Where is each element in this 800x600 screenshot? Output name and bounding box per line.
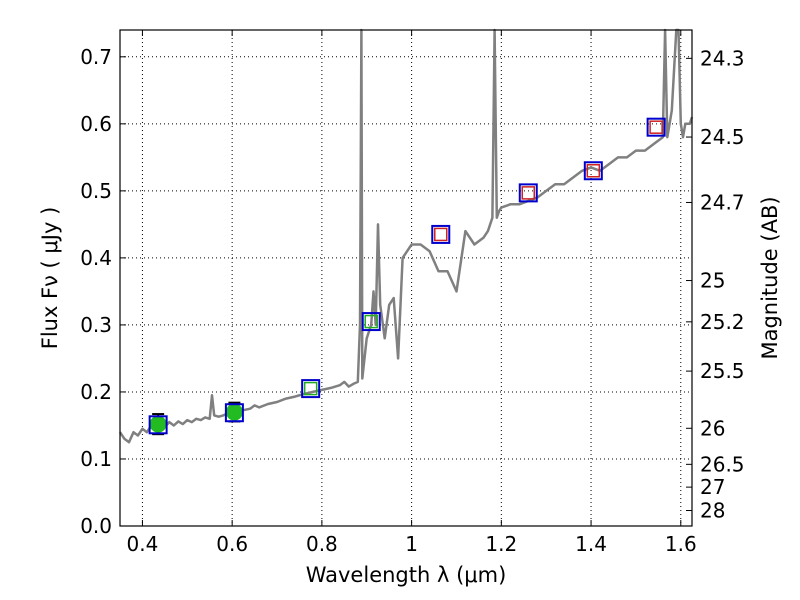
model-flux-square — [518, 183, 538, 203]
y-tick-label: 0.6 — [80, 112, 112, 136]
y-tick-label: 0.0 — [80, 514, 112, 538]
x-tick-label: 0.8 — [306, 532, 338, 556]
model-flux-square — [148, 415, 168, 435]
band-flux-square — [521, 186, 536, 200]
y-tick-label: 0.1 — [80, 447, 112, 471]
magnitude-tick-label: 24.5 — [700, 125, 745, 149]
x-axis-title: Wavelength λ (μm) — [306, 563, 507, 587]
model-flux-square — [431, 224, 451, 244]
magnitude-tick-label: 26 — [700, 416, 725, 440]
model-flux-square — [361, 312, 381, 332]
y-tick-label: 0.7 — [80, 45, 112, 69]
magnitude-tick-label: 25.2 — [700, 310, 745, 334]
model-flux-square — [224, 403, 244, 423]
spectrum-line — [118, 28, 694, 444]
x-tick-label: 1.4 — [575, 532, 607, 556]
magnitude-tick-label: 24.3 — [700, 46, 745, 70]
magnitude-tick-label: 24.7 — [700, 190, 745, 214]
x-tick-label: 0.4 — [127, 532, 159, 556]
band-flux-square — [434, 227, 448, 242]
photometry-markers — [148, 117, 666, 436]
spectrum — [118, 28, 694, 444]
band-flux-square — [649, 120, 663, 134]
x-tick-label: 0.6 — [216, 532, 248, 556]
x-tick-label: 1.2 — [485, 532, 517, 556]
right-axis-title: Magnitude (AB) — [758, 196, 782, 359]
observed-flux-point — [149, 415, 167, 433]
magnitude-tick-label: 27 — [700, 475, 725, 499]
model-flux-square — [583, 161, 603, 181]
y-tick-label: 0.5 — [80, 179, 112, 203]
y-tick-label: 0.3 — [80, 313, 112, 337]
magnitude-tick-label: 25 — [700, 269, 725, 293]
y-tick-label: 0.2 — [80, 380, 112, 404]
band-flux-square — [586, 164, 601, 178]
y-tick-label: 0.4 — [80, 246, 112, 270]
ticks: 0.4 0.6 0.8 1 1.2 1.4 1.6 0.0 0.1 0.2 0.3 0.4 0.5 0.6… — [80, 30, 745, 556]
plot-frame — [119, 29, 693, 527]
y-axis-title: Flux Fν ( μJy ) — [38, 207, 62, 350]
magnitude-tick-label: 25.5 — [700, 359, 745, 383]
model-flux-square — [646, 117, 666, 137]
magnitude-tick-label: 26.5 — [700, 452, 745, 476]
band-flux-square — [364, 314, 378, 329]
x-tick-label: 1 — [405, 532, 418, 556]
observed-flux-point — [225, 403, 243, 421]
model-flux-square — [301, 379, 321, 399]
magnitude-tick-label: 28 — [700, 499, 725, 523]
x-tick-label: 1.6 — [665, 532, 697, 556]
band-flux-square — [303, 381, 318, 396]
